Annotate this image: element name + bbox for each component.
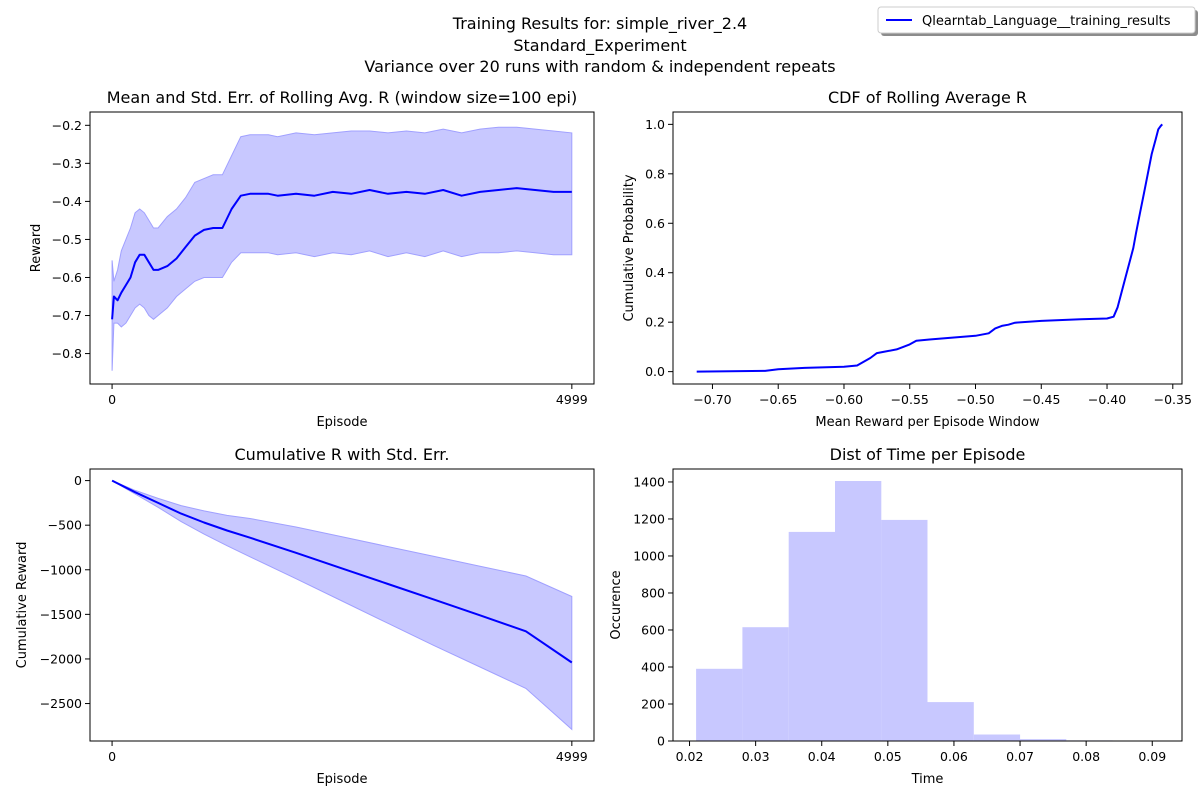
rolling-x-axis-label: Episode (316, 415, 367, 430)
histogram-x-axis-label: Time (911, 772, 944, 787)
legend-box (877, 6, 1196, 34)
cdf-x-tick-label: −0.70 (693, 392, 731, 407)
rolling-y-tick-label: −0.2 (52, 118, 82, 133)
histogram-axes-frame (672, 468, 1183, 742)
histogram-x-tick-label: 0.04 (808, 749, 836, 764)
cdf-y-tick-label: 0.4 (645, 265, 665, 280)
rolling-title: Mean and Std. Err. of Rolling Avg. R (wi… (107, 88, 578, 107)
cumulative-y-tick-label: −2500 (40, 696, 82, 711)
histogram-y-tick-label: 200 (641, 696, 665, 711)
rolling-reward-chart: Mean and Std. Err. of Rolling Avg. R (wi… (29, 88, 595, 430)
cumulative-reward-chart: Cumulative R with Std. Err. 0 4999 0 −500 −10… (15, 445, 595, 787)
rolling-y-tick-label: −0.6 (52, 270, 82, 285)
rolling-y-tick-label: −0.3 (52, 156, 82, 171)
figure-title-line-2: Standard_Experiment (513, 36, 686, 56)
histogram-x-tick-label: 0.02 (676, 749, 704, 764)
histogram-y-tick-label: 1400 (633, 474, 665, 489)
cdf-x-tick-label: −0.35 (1154, 392, 1192, 407)
rolling-axes-frame (89, 111, 595, 385)
cumulative-axes-frame (89, 468, 595, 742)
legend: Qlearntab_Language__training_results (877, 6, 1198, 36)
rolling-plot-area (111, 126, 573, 371)
histogram-y-tick-label: 600 (641, 622, 665, 637)
histogram-bar (1020, 739, 1067, 741)
rolling-x-tick-label: 4999 (556, 392, 588, 407)
histogram-x-tick-label: 0.08 (1072, 749, 1100, 764)
cumulative-stderr-band (111, 480, 573, 731)
cumulative-y-tick-label: −1000 (40, 562, 82, 577)
cumulative-y-axis-label: Cumulative Reward (15, 542, 30, 669)
histogram-bar (881, 519, 928, 741)
histogram-bar (927, 702, 974, 741)
histogram-x-tick-label: 0.07 (1006, 749, 1034, 764)
cdf-axes-frame (672, 111, 1183, 385)
cumulative-x-axis-label: Episode (316, 772, 367, 787)
cdf-x-tick-label: −0.60 (825, 392, 863, 407)
cumulative-x-tick-label: 0 (108, 749, 116, 764)
cumulative-series-line (111, 479, 573, 664)
cumulative-x-tick-label: 4999 (556, 749, 588, 764)
rolling-y-tick-label: −0.5 (52, 232, 82, 247)
cdf-x-tick-label: −0.50 (956, 392, 994, 407)
cdf-plot-area (696, 123, 1163, 373)
figure-title-line-3: Variance over 20 runs with random & inde… (364, 57, 835, 76)
histogram-x-tick-label: 0.05 (874, 749, 902, 764)
histogram-y-tick-label: 1000 (633, 548, 665, 563)
histogram-plot-area (696, 481, 1159, 741)
histogram-y-tick-label: 0 (657, 734, 665, 749)
histogram-y-tick-label: 400 (641, 659, 665, 674)
rolling-stderr-band (111, 126, 573, 371)
histogram-bar (835, 481, 882, 741)
cdf-x-tick-label: −0.65 (759, 392, 797, 407)
histogram-x-tick-label: 0.09 (1138, 749, 1166, 764)
cumulative-y-tick-label: −1500 (40, 607, 82, 622)
rolling-y-tick-label: −0.4 (52, 194, 82, 209)
cumulative-y-tick-label: −500 (48, 518, 82, 533)
cdf-x-tick-label: −0.45 (1022, 392, 1060, 407)
cdf-y-tick-label: 0.8 (645, 166, 665, 181)
rolling-series-line (111, 187, 572, 320)
histogram-bar (788, 531, 835, 741)
cumulative-y-tick-label: −2000 (40, 651, 82, 666)
cdf-y-tick-label: 0.0 (645, 364, 665, 379)
cdf-series-line (696, 123, 1163, 373)
figure-title-line-1: Training Results for: simple_river_2.4 (452, 14, 747, 34)
cdf-x-tick-label: −0.40 (1088, 392, 1126, 407)
cdf-title: CDF of Rolling Average R (828, 88, 1027, 107)
cumulative-title: Cumulative R with Std. Err. (235, 445, 450, 464)
cumulative-plot-area (111, 479, 573, 731)
cdf-x-tick-label: −0.55 (891, 392, 929, 407)
legend-label: Qlearntab_Language__training_results (922, 14, 1171, 29)
histogram-x-tick-label: 0.06 (940, 749, 968, 764)
time-histogram-chart: Dist of Time per Episode 0.02 0.03 0.04 0.05… (609, 445, 1183, 787)
cdf-chart: CDF of Rolling Average R −0.70 −0.65 −0.60 −… (622, 88, 1192, 430)
histogram-bar (742, 627, 789, 741)
histogram-y-tick-label: 800 (641, 585, 665, 600)
histogram-x-tick-label: 0.03 (742, 749, 770, 764)
histogram-title: Dist of Time per Episode (830, 445, 1026, 464)
cdf-y-tick-label: 0.6 (645, 216, 665, 231)
cdf-y-tick-label: 0.2 (645, 315, 665, 330)
cumulative-y-tick-label: 0 (74, 473, 82, 488)
histogram-bar (696, 668, 743, 741)
cdf-x-axis-label: Mean Reward per Episode Window (815, 415, 1040, 430)
histogram-y-axis-label: Occurence (609, 570, 624, 639)
rolling-y-tick-label: −0.7 (52, 308, 82, 323)
histogram-y-tick-label: 1200 (633, 511, 665, 526)
rolling-y-tick-label: −0.8 (52, 346, 82, 361)
rolling-y-axis-label: Reward (29, 224, 44, 272)
cdf-y-tick-label: 1.0 (645, 117, 665, 132)
histogram-bar (973, 734, 1021, 741)
rolling-x-tick-label: 0 (108, 392, 116, 407)
cdf-y-axis-label: Cumulative Probability (622, 174, 637, 321)
